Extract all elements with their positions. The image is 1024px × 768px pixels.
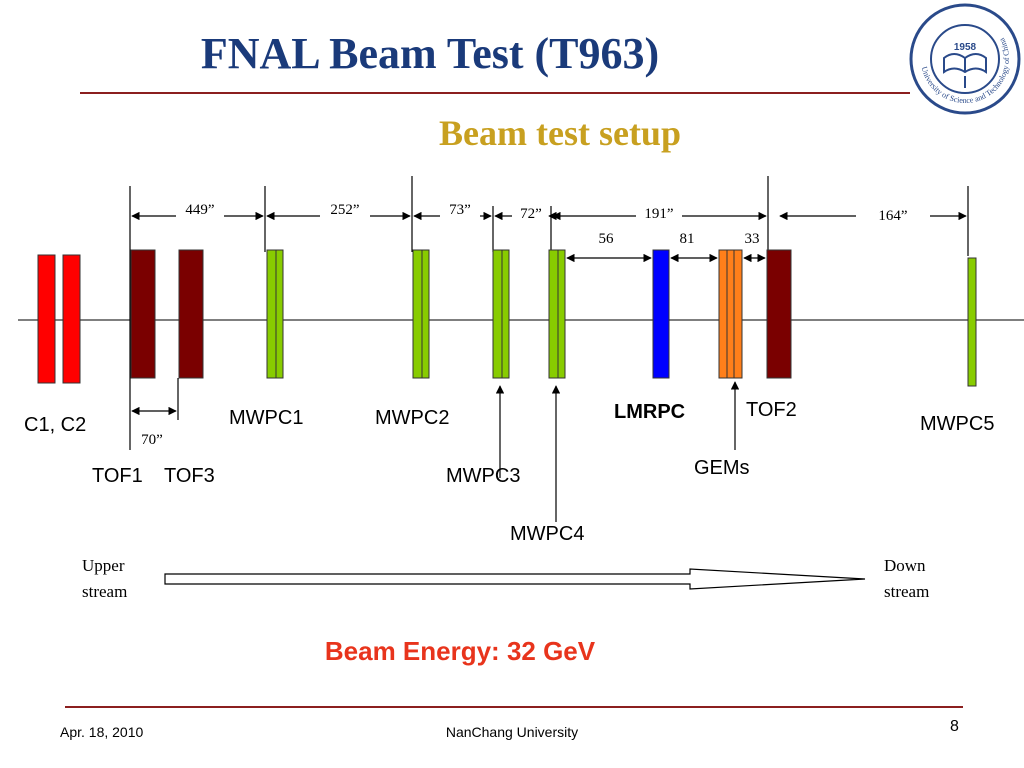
mwpc4-plane-a xyxy=(548,249,559,379)
gem-layer-1 xyxy=(718,249,728,379)
mwpc4-plane-b xyxy=(557,249,566,379)
upstream-line-1: Upper xyxy=(82,556,125,575)
slide-subtitle: Beam test setup xyxy=(439,113,681,153)
slide-title: FNAL Beam Test (T963) xyxy=(200,29,660,78)
downstream-line-2: stream xyxy=(884,582,930,601)
label-mwpc1: MWPC1 xyxy=(229,407,303,429)
dim-73: 73” xyxy=(449,202,471,218)
mwpc5-detector xyxy=(967,257,977,387)
upstream-label: Upper stream xyxy=(82,553,127,605)
label-lmrpc: LMRPC xyxy=(614,401,685,423)
dim-191: 191” xyxy=(644,206,673,222)
label-tof2: TOF2 xyxy=(746,399,797,421)
downstream-label: Down stream xyxy=(884,553,929,605)
beam-direction-arrow xyxy=(164,568,866,590)
gem-layer-3 xyxy=(733,249,743,379)
gem-layer-2 xyxy=(726,249,735,379)
label-tof1: TOF1 xyxy=(92,465,143,487)
title-divider xyxy=(80,92,910,94)
dim-70: 70” xyxy=(141,432,163,448)
dim-449: 449” xyxy=(185,202,214,218)
tof1-detector xyxy=(130,249,156,379)
mwpc2-plane-a xyxy=(412,249,423,379)
footer-institution: NanChang University xyxy=(445,724,579,740)
label-mwpc5: MWPC5 xyxy=(920,413,994,435)
dim-164: 164” xyxy=(878,208,907,224)
logo-year: 1958 xyxy=(954,42,977,53)
mwpc1-plane-a xyxy=(266,249,277,379)
c2-counter xyxy=(62,254,81,384)
mwpc3-plane-a xyxy=(492,249,503,379)
downstream-line-1: Down xyxy=(884,556,926,575)
dim-56: 56 xyxy=(599,231,615,247)
upstream-line-2: stream xyxy=(82,582,128,601)
page-number: 8 xyxy=(950,718,959,735)
dim-252: 252” xyxy=(330,202,359,218)
c1-counter xyxy=(37,254,56,384)
dim-72: 72” xyxy=(520,206,542,222)
label-mwpc4: MWPC4 xyxy=(510,523,584,545)
dim-81: 81 xyxy=(680,231,695,247)
mwpc3-plane-b xyxy=(501,249,510,379)
footer-divider xyxy=(65,706,963,708)
label-tof3: TOF3 xyxy=(164,465,215,487)
label-c1-c2: C1, C2 xyxy=(24,414,86,436)
tof3-detector xyxy=(178,249,204,379)
mwpc2-plane-b xyxy=(421,249,430,379)
label-mwpc2: MWPC2 xyxy=(375,407,449,429)
label-mwpc3: MWPC3 xyxy=(446,465,520,487)
footer-date: Apr. 18, 2010 xyxy=(60,724,144,740)
label-gems: GEMs xyxy=(694,457,750,479)
tof2-detector xyxy=(766,249,792,379)
lmrpc-detector xyxy=(652,249,670,379)
beam-energy: Beam Energy: 32 GeV xyxy=(324,636,596,666)
dim-33: 33 xyxy=(745,231,760,247)
mwpc1-plane-b xyxy=(275,249,284,379)
beam-test-setup-diagram: 449” 252” 73” 72” 191” 164” 56 81 33 70”… xyxy=(18,176,1024,545)
university-logo: University of Science and Technology of … xyxy=(909,3,1021,115)
